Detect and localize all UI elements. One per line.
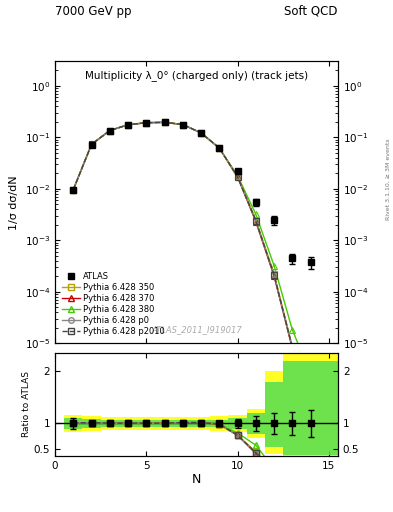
Text: ATLAS_2011_I919017: ATLAS_2011_I919017 [151, 326, 242, 335]
Legend: ATLAS, Pythia 6.428 350, Pythia 6.428 370, Pythia 6.428 380, Pythia 6.428 p0, Py: ATLAS, Pythia 6.428 350, Pythia 6.428 37… [59, 269, 167, 339]
Text: Multiplicity λ_0° (charged only) (track jets): Multiplicity λ_0° (charged only) (track … [85, 70, 308, 81]
Text: Rivet 3.1.10, ≥ 3M events: Rivet 3.1.10, ≥ 3M events [386, 138, 391, 220]
Y-axis label: 1/σ dσ/dN: 1/σ dσ/dN [9, 175, 19, 229]
Text: 7000 GeV pp: 7000 GeV pp [55, 5, 132, 18]
Y-axis label: Ratio to ATLAS: Ratio to ATLAS [22, 372, 31, 437]
X-axis label: N: N [192, 473, 201, 486]
Text: Soft QCD: Soft QCD [285, 5, 338, 18]
